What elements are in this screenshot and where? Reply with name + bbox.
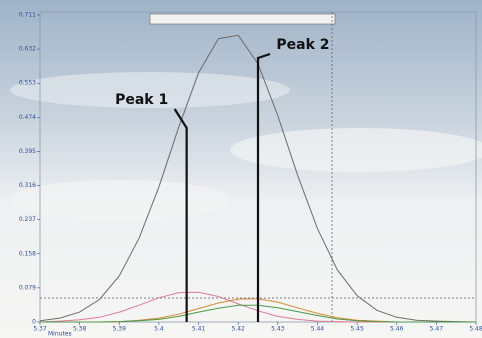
- x-tick-label: 5.48: [469, 326, 482, 333]
- y-tick-label: 0.395: [19, 148, 36, 155]
- x-tick-label: 5.37: [33, 326, 47, 333]
- x-tick-label: 5.42: [232, 326, 246, 333]
- y-tick-label: 0.711: [19, 12, 36, 19]
- x-tick-label: 5.44: [311, 326, 325, 333]
- y-tick-label: 0.158: [19, 250, 36, 257]
- x-tick-label: 5.46: [390, 326, 404, 333]
- y-tick-label: 0.632: [19, 46, 36, 53]
- annotation-leader: [256, 52, 271, 322]
- legend-box: [149, 13, 336, 25]
- cloud: [10, 180, 230, 220]
- x-tick-label: 5.39: [113, 326, 127, 333]
- x-tick-label: 5.45: [350, 326, 364, 333]
- y-tick-label: 0.079: [19, 284, 36, 291]
- cloud: [10, 72, 290, 108]
- annotation: Peak 2: [276, 37, 329, 53]
- x-tick-label: 5.38: [73, 326, 87, 333]
- x-tick-label: 5.43: [271, 326, 285, 333]
- y-tick-label: 0: [32, 319, 36, 326]
- cloud: [230, 128, 482, 172]
- y-tick-label: 0.553: [19, 80, 36, 87]
- x-tick-label: 5.41: [192, 326, 206, 333]
- annotation-leader: [173, 108, 188, 322]
- x-tick-label: 5.47: [430, 326, 444, 333]
- x-tick-label: 5.4: [154, 326, 164, 333]
- y-tick-label: 0.474: [19, 114, 36, 121]
- y-tick-label: 0.316: [19, 182, 36, 189]
- x-axis-label: Minutes: [48, 331, 72, 338]
- y-tick-label: 0.237: [19, 216, 36, 223]
- annotation: Peak 1: [115, 92, 168, 108]
